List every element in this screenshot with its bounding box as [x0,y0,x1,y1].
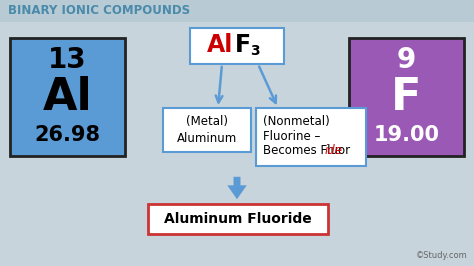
FancyBboxPatch shape [10,38,125,156]
Text: ide: ide [325,144,343,157]
Text: BINARY IONIC COMPOUNDS: BINARY IONIC COMPOUNDS [8,5,190,18]
Text: F: F [392,77,422,119]
Text: (Nonmetal): (Nonmetal) [263,115,330,128]
Text: F: F [235,33,251,57]
Text: Aluminum Fluoride: Aluminum Fluoride [164,212,312,226]
Text: 9: 9 [397,46,416,74]
FancyBboxPatch shape [256,108,366,166]
FancyBboxPatch shape [163,108,251,152]
FancyBboxPatch shape [148,204,328,234]
FancyArrowPatch shape [227,177,247,199]
FancyBboxPatch shape [349,38,464,156]
Text: 19.00: 19.00 [374,125,439,145]
Text: Fluorine –: Fluorine – [263,130,320,143]
FancyBboxPatch shape [190,28,284,64]
Text: Becomes Fluor: Becomes Fluor [263,144,350,157]
Text: 3: 3 [250,44,260,58]
Text: ©Study.com: ©Study.com [416,251,468,260]
Text: (Metal)
Aluminum: (Metal) Aluminum [177,114,237,146]
Text: 26.98: 26.98 [35,125,100,145]
Text: Al: Al [207,33,233,57]
Text: Al: Al [43,77,92,119]
Text: 13: 13 [48,46,87,74]
FancyBboxPatch shape [0,0,474,22]
